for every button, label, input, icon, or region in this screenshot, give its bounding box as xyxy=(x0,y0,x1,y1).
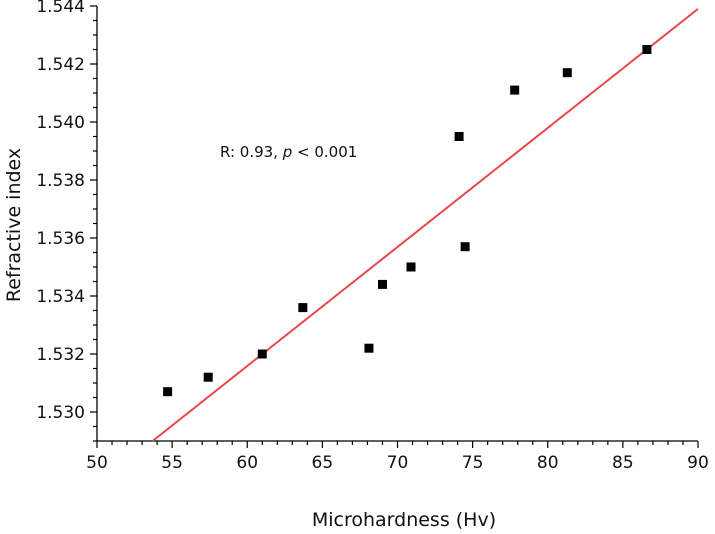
regression-line xyxy=(151,8,699,442)
data-point xyxy=(406,262,416,272)
y-tick-label: 1.542 xyxy=(36,55,85,75)
x-tick-label: 65 xyxy=(312,453,334,473)
data-point xyxy=(562,68,572,78)
x-tick-label: 85 xyxy=(612,453,634,473)
y-tick-label: 1.532 xyxy=(36,345,85,365)
data-point xyxy=(454,132,464,141)
points-layer xyxy=(163,45,652,397)
x-tick-label: 75 xyxy=(462,453,484,473)
data-point xyxy=(257,349,267,359)
x-tick-label: 70 xyxy=(387,453,409,473)
x-tick-label: 90 xyxy=(687,453,709,473)
y-tick-label: 1.534 xyxy=(36,287,85,307)
y-tick-label: 1.538 xyxy=(36,171,85,191)
data-point xyxy=(377,279,387,289)
y-axis-title: Refractive index xyxy=(3,148,25,302)
correlation-annotation: R: 0.93, p < 0.001 xyxy=(220,143,357,161)
data-point xyxy=(203,372,213,382)
x-tick-label: 55 xyxy=(161,453,183,473)
y-tick-label: 1.544 xyxy=(36,0,85,17)
ticks-layer: 50 55 60 65 70 75 80 85 90 1.530 1.532 1.534 1.536 1.… xyxy=(36,0,708,473)
x-tick-label: 50 xyxy=(86,453,108,473)
data-point xyxy=(642,45,652,54)
x-tick-label: 80 xyxy=(537,453,559,473)
data-point xyxy=(298,303,308,313)
fit-line-layer xyxy=(151,8,699,442)
data-point xyxy=(460,242,470,252)
x-axis-title: Microhardness (Hv) xyxy=(312,509,496,531)
x-tick-label: 60 xyxy=(236,453,258,473)
y-tick-label: 1.536 xyxy=(36,229,85,249)
data-point xyxy=(163,387,173,397)
data-point xyxy=(510,85,520,95)
y-tick-label: 1.530 xyxy=(36,403,85,423)
data-point xyxy=(364,343,374,353)
y-tick-label: 1.540 xyxy=(36,113,85,133)
